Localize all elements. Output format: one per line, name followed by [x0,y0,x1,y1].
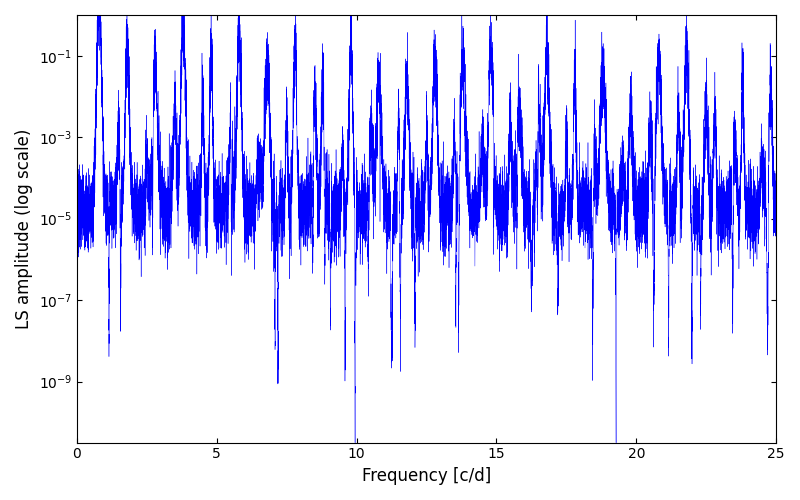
X-axis label: Frequency [c/d]: Frequency [c/d] [362,467,491,485]
Y-axis label: LS amplitude (log scale): LS amplitude (log scale) [15,128,33,329]
